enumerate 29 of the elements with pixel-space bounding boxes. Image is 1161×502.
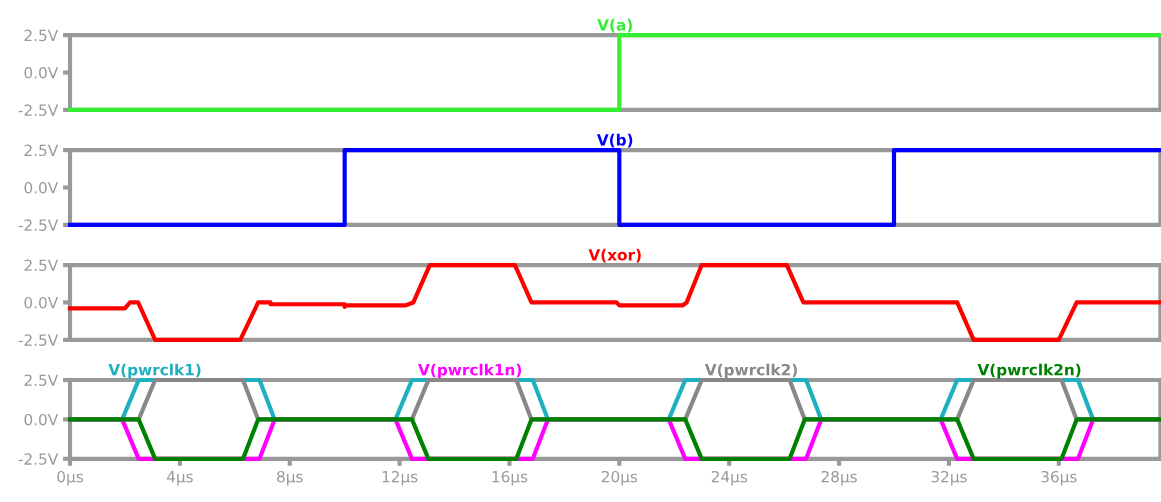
y-tick-label: 0.0V xyxy=(24,181,59,194)
x-tick-label: 0µs xyxy=(57,470,83,486)
y-tick-label: 0.0V xyxy=(24,413,59,426)
y-tick-label: -2.5V xyxy=(18,334,59,346)
y-tick-label: 0.0V xyxy=(24,67,59,79)
x-tick-label: 12µs xyxy=(382,470,418,486)
y-tick-label: 2.5V xyxy=(24,29,59,42)
x-tick-label: 24µs xyxy=(711,470,748,486)
x-tick-label: 8µs xyxy=(277,470,303,486)
y-tick-label: 2.5V xyxy=(24,374,59,387)
x-tick-label: 4µs xyxy=(166,471,193,486)
series-label: V(b) xyxy=(596,133,633,148)
y-tick-label: 2.5V xyxy=(24,144,59,157)
x-tick-label: 16µs xyxy=(492,470,528,486)
y-tick-label: -2.5V xyxy=(18,104,59,116)
y-tick-label: -2.5V xyxy=(18,453,59,465)
text: V(xor) xyxy=(588,248,641,263)
y-tick-label: 2.5V xyxy=(24,259,59,272)
x-tick-label: 20µs xyxy=(601,470,638,486)
y-tick-label: 0.0V xyxy=(24,296,59,309)
y-tick-label: -2.5V xyxy=(18,219,59,231)
series-label: V(a) xyxy=(597,18,632,33)
text: V(pwrclk2n) xyxy=(977,363,1081,379)
x-tick-label: 36µs xyxy=(1041,470,1077,486)
x-tick-label: 28µs xyxy=(821,470,857,486)
x-tick-label: 32µs xyxy=(931,470,967,486)
series-label: V(pwrclk2) xyxy=(704,363,797,379)
text: V(pwrclk1n) xyxy=(418,363,522,379)
series-label: V(pwrclk1) xyxy=(108,363,201,379)
